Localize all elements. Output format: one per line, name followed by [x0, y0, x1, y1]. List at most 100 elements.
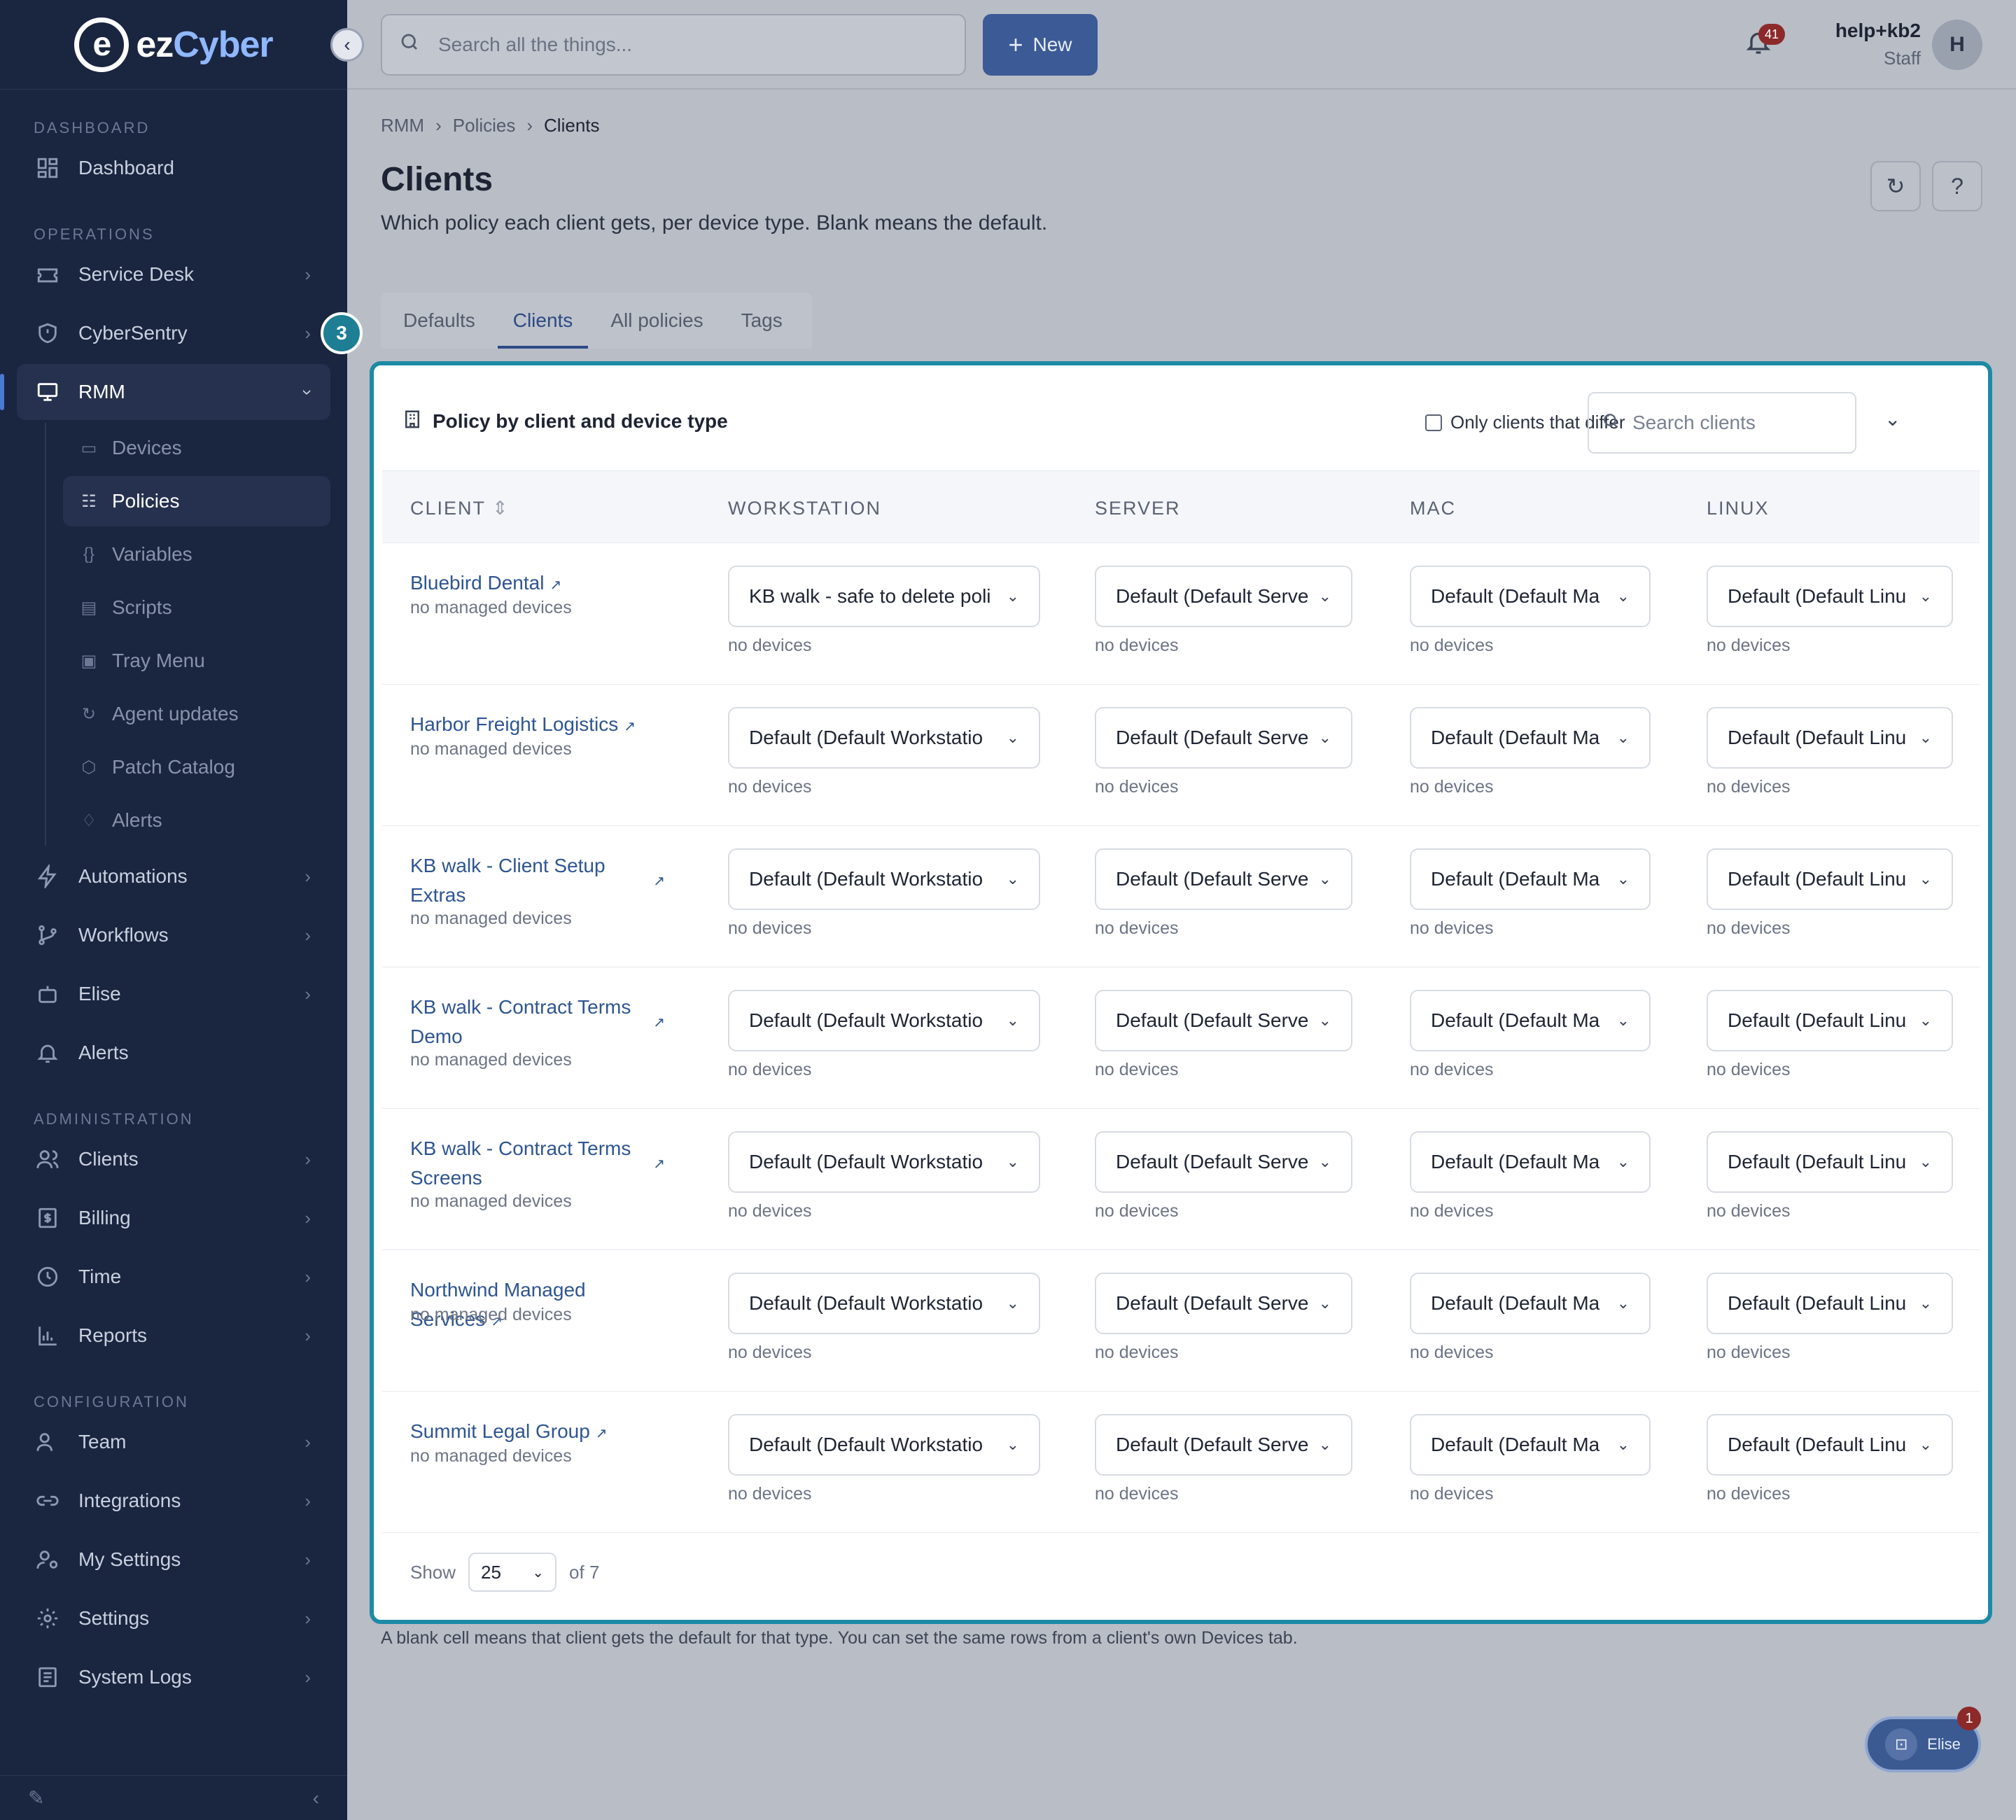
sidebar-item-my-settings[interactable]: My Settings ›: [17, 1532, 330, 1588]
sidebar-item-patch-catalog[interactable]: ⬡ Patch Catalog: [63, 742, 330, 792]
pencil-icon[interactable]: ✎: [28, 1787, 45, 1809]
mac-policy-select[interactable]: Default (Default Ma ⌄: [1410, 1131, 1651, 1193]
bell-icon: ♢: [81, 811, 97, 830]
sidebar-item-scripts[interactable]: ▤ Scripts: [63, 582, 330, 633]
client-search-input[interactable]: Search clients: [1588, 392, 1856, 454]
help-icon: ?: [1951, 173, 1963, 199]
mac-policy-select[interactable]: Default (Default Ma ⌄: [1410, 1273, 1651, 1334]
linux-policy-select[interactable]: Default (Default Linu ⌄: [1707, 1273, 1953, 1334]
sidebar-item-clients[interactable]: Clients ›: [17, 1131, 330, 1187]
tab-tags[interactable]: Tags: [741, 309, 783, 331]
avatar[interactable]: H: [1932, 20, 1982, 70]
select-value: Default (Default Ma: [1431, 585, 1600, 607]
brand-logo[interactable]: e ezCyber ‹: [0, 0, 364, 90]
sidebar-item-rmm-alerts[interactable]: ♢ Alerts: [63, 795, 330, 846]
sidebar-item-cybersentry[interactable]: CyberSentry ›: [17, 305, 330, 361]
workstation-policy-select[interactable]: Default (Default Workstatio ⌄: [728, 1273, 1040, 1334]
server-policy-select[interactable]: Default (Default Serve ⌄: [1095, 848, 1352, 910]
sidebar-item-system-logs[interactable]: System Logs ›: [17, 1649, 330, 1705]
sidebar-label: Devices: [112, 437, 182, 458]
client-link[interactable]: KB walk - Contract Terms Demo ↗: [410, 993, 665, 1051]
chevron-right-icon: ›: [304, 1266, 311, 1287]
bar-chart-icon: [34, 1322, 62, 1350]
workstation-policy-select[interactable]: KB walk - safe to delete poli ⌄: [728, 566, 1040, 627]
no-devices-label: no devices: [1707, 1343, 1791, 1362]
no-devices-label: no devices: [1707, 636, 1791, 655]
server-policy-select[interactable]: Default (Default Serve ⌄: [1095, 1273, 1352, 1334]
sidebar-item-alerts[interactable]: Alerts: [17, 1025, 330, 1081]
workstation-policy-select[interactable]: Default (Default Workstatio ⌄: [728, 707, 1040, 769]
linux-policy-select[interactable]: Default (Default Linu ⌄: [1707, 566, 1953, 627]
breadcrumb-rmm[interactable]: RMM: [381, 115, 425, 136]
linux-policy-select[interactable]: Default (Default Linu ⌄: [1707, 1414, 1953, 1476]
sidebar-item-dashboard[interactable]: Dashboard: [17, 140, 330, 196]
notifications-bell-icon[interactable]: 41: [1744, 24, 1785, 62]
page-size-select[interactable]: 25 ⌄: [468, 1553, 557, 1592]
sidebar-item-billing[interactable]: Billing ›: [17, 1190, 330, 1246]
sidebar-item-agent-updates[interactable]: ↻ Agent updates: [63, 689, 330, 739]
breadcrumb-policies[interactable]: Policies: [452, 115, 516, 136]
mac-policy-select[interactable]: Default (Default Ma ⌄: [1410, 1414, 1651, 1476]
client-link[interactable]: Harbor Freight Logistics ↗: [410, 710, 662, 741]
mac-policy-select[interactable]: Default (Default Ma ⌄: [1410, 566, 1651, 627]
chevron-down-icon: ⌄: [1919, 1436, 1932, 1453]
workstation-policy-select[interactable]: Default (Default Workstatio ⌄: [728, 848, 1040, 910]
mac-policy-select[interactable]: Default (Default Ma ⌄: [1410, 848, 1651, 910]
mac-policy-select[interactable]: Default (Default Ma ⌄: [1410, 990, 1651, 1051]
sidebar-item-rmm[interactable]: RMM ›: [0, 364, 330, 420]
sidebar-item-devices[interactable]: ▭ Devices: [63, 423, 330, 473]
sidebar-item-elise[interactable]: Elise ›: [17, 966, 330, 1022]
server-policy-select[interactable]: Default (Default Serve ⌄: [1095, 1131, 1352, 1193]
mac-policy-select[interactable]: Default (Default Ma ⌄: [1410, 707, 1651, 769]
linux-policy-select[interactable]: Default (Default Linu ⌄: [1707, 990, 1953, 1051]
client-link[interactable]: KB walk - Contract Terms Screens ↗: [410, 1134, 665, 1193]
help-button[interactable]: ?: [1932, 161, 1982, 211]
client-link[interactable]: Bluebird Dental ↗: [410, 568, 662, 600]
server-policy-select[interactable]: Default (Default Serve ⌄: [1095, 566, 1352, 627]
user-info[interactable]: help+kb2 Staff: [1835, 20, 1921, 69]
server-policy-select[interactable]: Default (Default Serve ⌄: [1095, 1414, 1352, 1476]
sidebar-item-automations[interactable]: Automations ›: [17, 848, 330, 904]
chevron-right-icon: ›: [304, 322, 311, 344]
tab-all-policies[interactable]: All policies: [610, 309, 704, 331]
client-link[interactable]: Northwind Managed Services ↗: [410, 1275, 662, 1336]
sidebar-item-reports[interactable]: Reports ›: [17, 1308, 330, 1364]
col-client[interactable]: CLIENT ⇕: [410, 498, 510, 519]
server-policy-select[interactable]: Default (Default Serve ⌄: [1095, 990, 1352, 1051]
linux-policy-select[interactable]: Default (Default Linu ⌄: [1707, 1131, 1953, 1193]
sidebar-item-tray-menu[interactable]: ▣ Tray Menu: [63, 636, 330, 686]
workstation-policy-select[interactable]: Default (Default Workstatio ⌄: [728, 1414, 1040, 1476]
workstation-policy-select[interactable]: Default (Default Workstatio ⌄: [728, 1131, 1040, 1193]
client-link[interactable]: KB walk - Client Setup Extras ↗: [410, 851, 665, 910]
sidebar-item-integrations[interactable]: Integrations ›: [17, 1473, 330, 1529]
global-search-input[interactable]: Search all the things...: [381, 14, 966, 76]
only-differ-toggle[interactable]: Only clients that differ: [1425, 412, 1625, 433]
refresh-button[interactable]: ↻: [1870, 161, 1921, 211]
sidebar-item-service-desk[interactable]: Service Desk ›: [17, 246, 330, 302]
new-button[interactable]: + New: [983, 14, 1098, 76]
linux-policy-select[interactable]: Default (Default Linu ⌄: [1707, 848, 1953, 910]
sidebar-item-workflows[interactable]: Workflows ›: [17, 907, 330, 963]
server-policy-select[interactable]: Default (Default Serve ⌄: [1095, 707, 1352, 769]
sidebar-item-variables[interactable]: {} Variables: [63, 529, 330, 580]
table-row: Bluebird Dental ↗ no managed devices KB wal…: [382, 543, 1980, 685]
sidebar-item-settings[interactable]: Settings ›: [17, 1590, 330, 1646]
workstation-policy-select[interactable]: Default (Default Workstatio ⌄: [728, 990, 1040, 1051]
robot-icon: [34, 980, 62, 1008]
tab-defaults[interactable]: Defaults: [403, 309, 475, 331]
user-role: Staff: [1883, 48, 1921, 69]
linux-policy-select[interactable]: Default (Default Linu ⌄: [1707, 707, 1953, 769]
sidebar-item-time[interactable]: Time ›: [17, 1249, 330, 1305]
sidebar-item-policies[interactable]: ☷ Policies: [63, 476, 330, 526]
sidebar-item-team[interactable]: Team ›: [17, 1414, 330, 1470]
table-row: KB walk - Contract Terms Demo ↗ no managed…: [382, 967, 1980, 1109]
chevron-down-icon[interactable]: ⌄: [1884, 408, 1901, 430]
select-value: Default (Default Workstatio: [749, 1434, 983, 1455]
tab-clients[interactable]: Clients: [497, 293, 589, 349]
collapse-sidebar-button[interactable]: ‹: [330, 28, 364, 62]
logs-icon: [34, 1663, 62, 1691]
elise-chat-button[interactable]: ⊡ Elise 1: [1865, 1707, 1981, 1772]
collapse-left-icon[interactable]: ‹: [312, 1786, 319, 1809]
client-link[interactable]: Summit Legal Group ↗: [410, 1417, 662, 1448]
only-differ-checkbox[interactable]: [1425, 414, 1442, 431]
